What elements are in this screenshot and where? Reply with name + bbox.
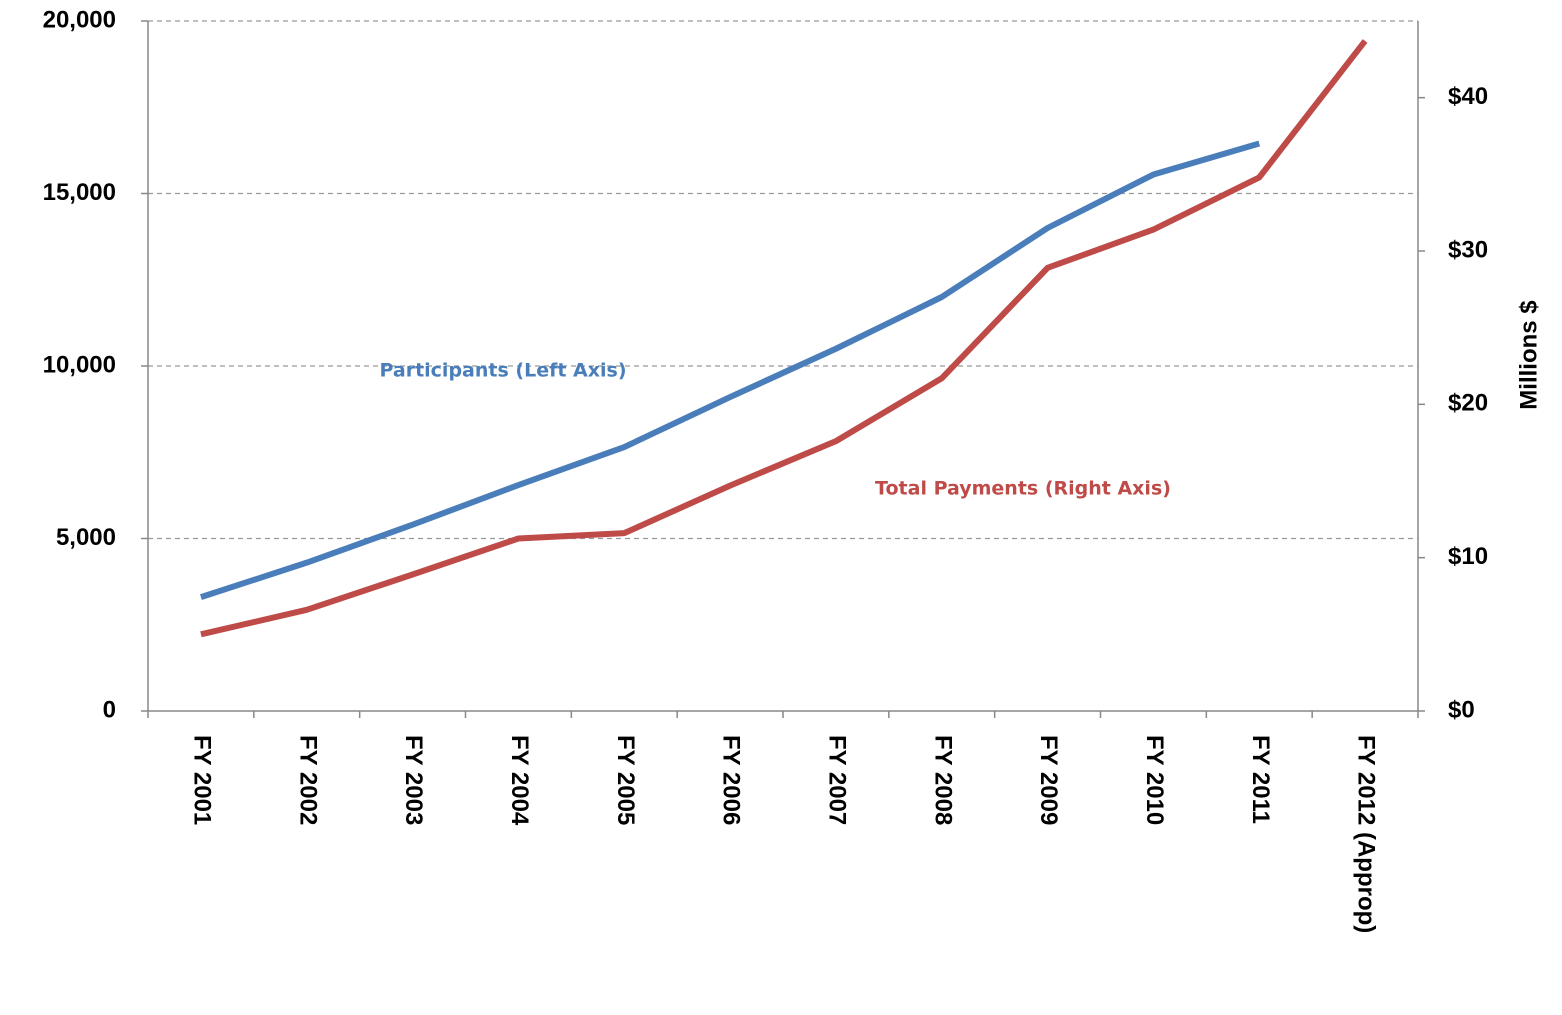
x-tick-label: FY 2007 xyxy=(824,735,851,825)
x-tick-label: FY 2008 xyxy=(929,735,956,825)
x-tick-label: FY 2003 xyxy=(400,735,427,825)
x-tick-label: FY 2004 xyxy=(506,735,533,826)
y-tick-label: 0 xyxy=(103,696,116,723)
x-tick-label: FY 2005 xyxy=(612,735,639,825)
y2-tick-label: $30 xyxy=(1448,236,1488,263)
x-tick-label: FY 2006 xyxy=(718,735,745,825)
x-tick-label: FY 2009 xyxy=(1035,735,1062,825)
y2-tick-label: $10 xyxy=(1448,543,1488,570)
series-label: Total Payments (Right Axis) xyxy=(875,478,1171,500)
y2-tick-label: $20 xyxy=(1448,390,1488,417)
series-label: Participants (Left Axis) xyxy=(379,360,626,382)
x-tick-label: FY 2010 xyxy=(1141,735,1168,825)
series-line xyxy=(200,39,1368,638)
y-tick-label: 5,000 xyxy=(56,524,116,551)
y-tick-label: 20,000 xyxy=(43,6,116,33)
y-tick-label: 15,000 xyxy=(43,179,116,206)
x-tick-label: FY 2011 xyxy=(1247,735,1274,824)
x-tick-label: FY 2002 xyxy=(294,735,321,825)
y2-tick-label: $0 xyxy=(1448,696,1475,723)
x-tick-label: FY 2012 (Approp) xyxy=(1353,735,1380,933)
x-tick-label: FY 2001 xyxy=(189,735,216,825)
series-line xyxy=(199,140,1261,601)
y2-tick-label: $40 xyxy=(1448,83,1488,110)
y-tick-label: 10,000 xyxy=(43,351,116,378)
y2-axis-label: Millions $ xyxy=(1515,300,1542,410)
